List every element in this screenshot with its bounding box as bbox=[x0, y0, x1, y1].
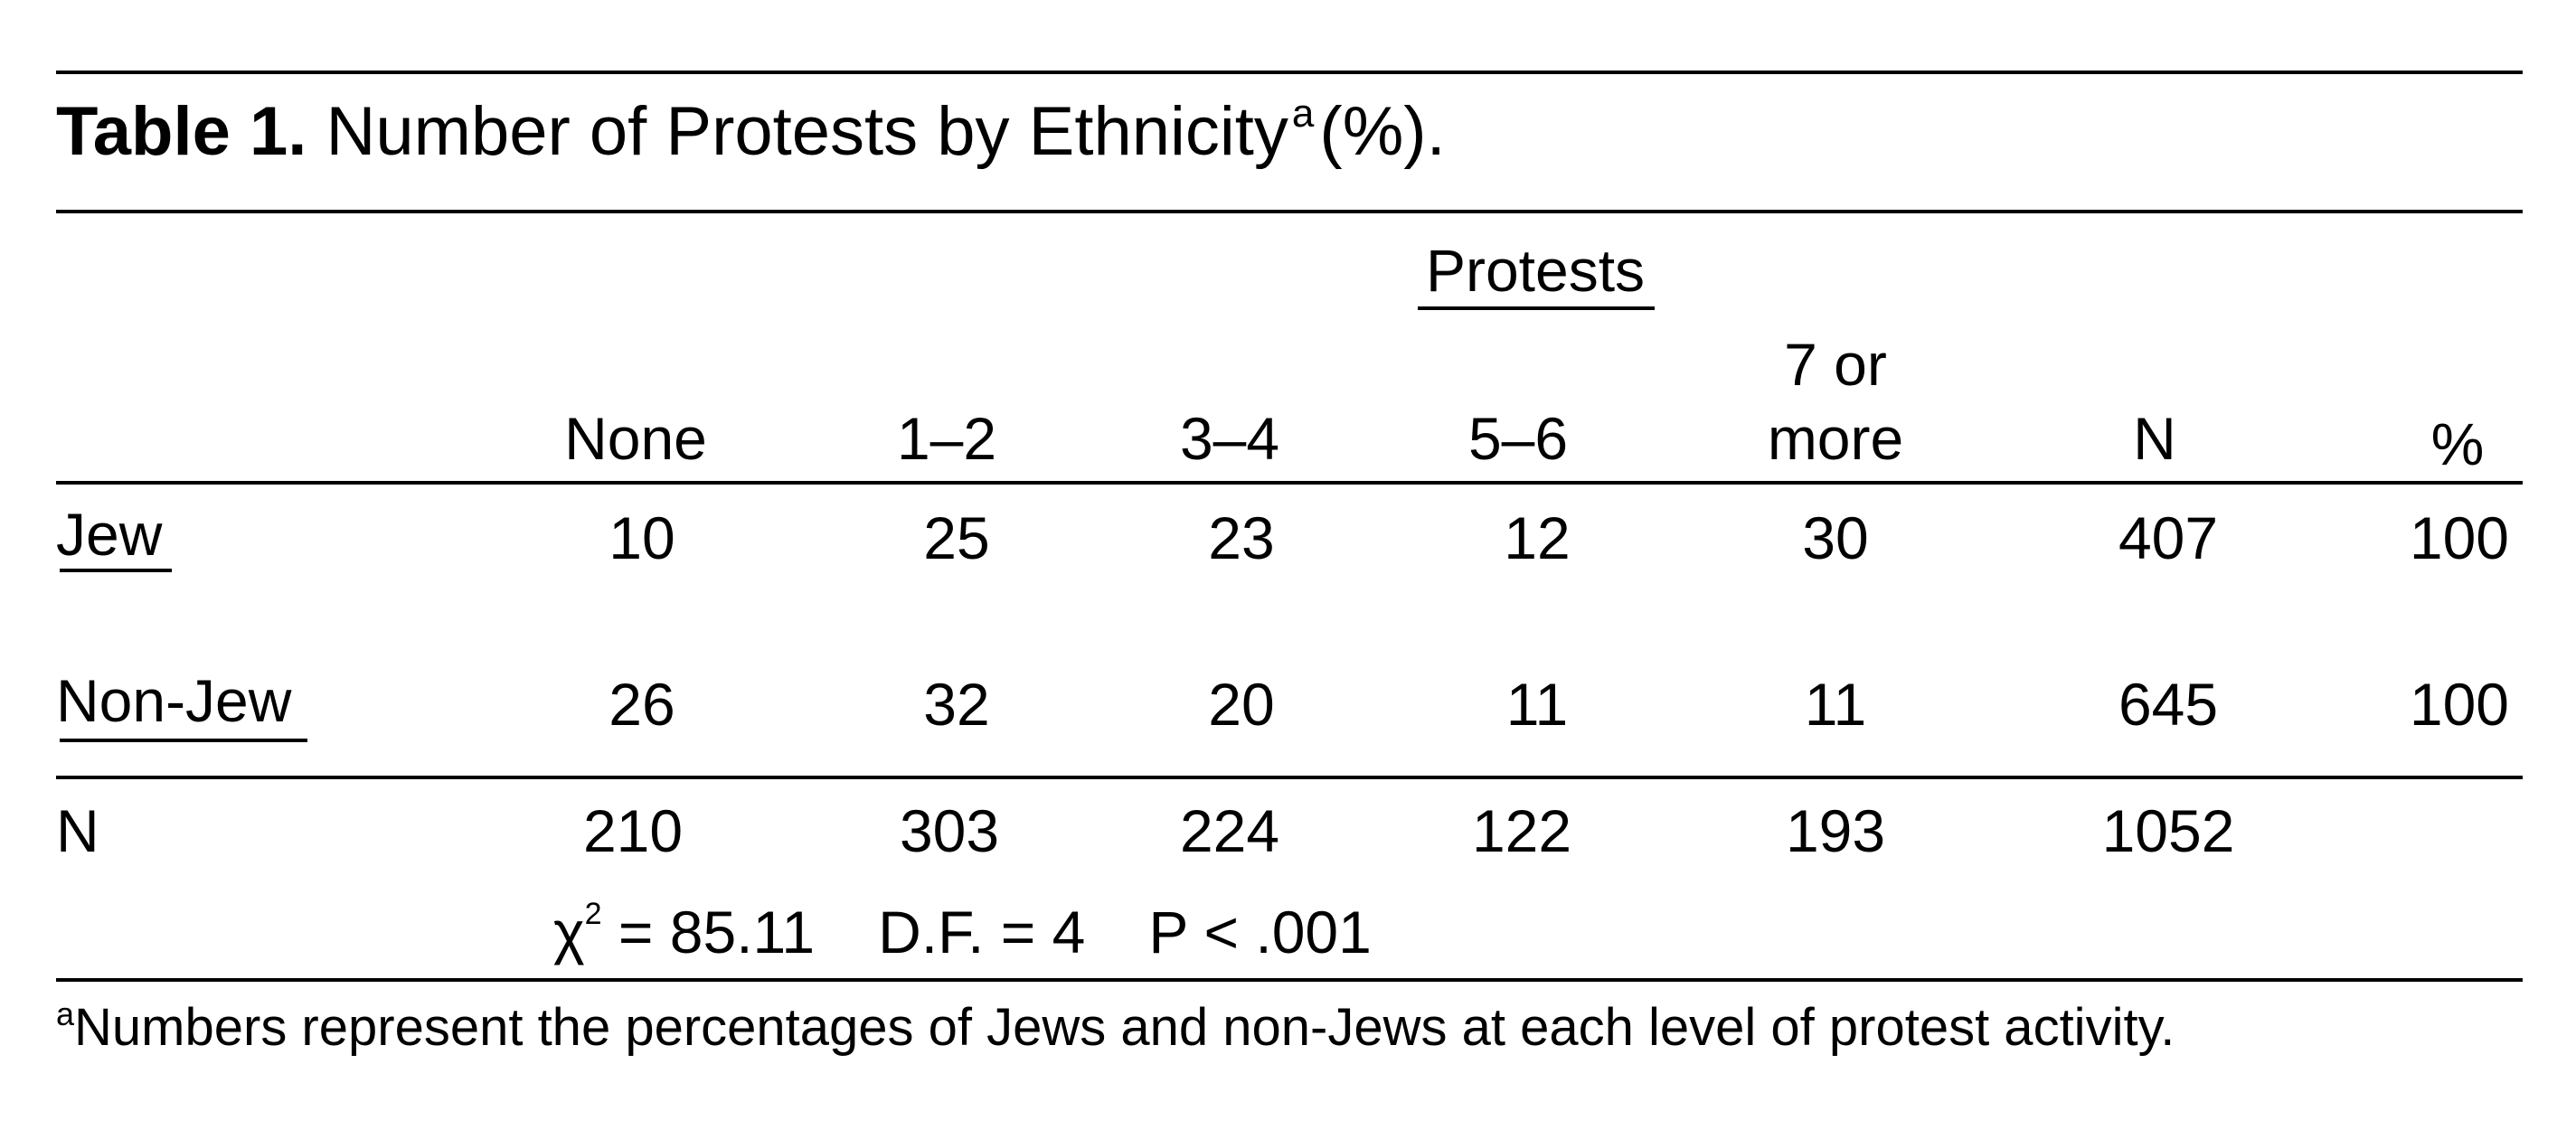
table-footnote: aNumbers represent the percentages of Je… bbox=[56, 998, 2175, 1054]
chi-value: = 85.11 bbox=[601, 899, 816, 965]
footnote-text: Numbers represent the percentages of Jew… bbox=[74, 998, 2175, 1057]
chi-square: χ2 = 85.11 bbox=[553, 899, 815, 965]
cell-jew-percent: 100 bbox=[2409, 504, 2509, 571]
chi-symbol: χ bbox=[553, 899, 585, 965]
total-n: 1052 bbox=[2101, 797, 2235, 864]
spanner-underline bbox=[1418, 306, 1655, 310]
total-1-2: 303 bbox=[899, 797, 1000, 864]
test-statistics: χ2 = 85.11 D.F. = 4 P < .001 bbox=[553, 899, 1435, 965]
bottom-rule bbox=[56, 978, 2523, 982]
cell-jew-1-2: 25 bbox=[923, 504, 990, 571]
table-title: Number of Protests by Ethnicity bbox=[326, 93, 1288, 170]
cell-nonjew-7-or-more: 11 bbox=[1804, 671, 1867, 738]
col-header-7-or-line1: 7 or bbox=[1784, 331, 1887, 398]
header-rule bbox=[56, 481, 2523, 485]
col-header-n: N bbox=[2133, 405, 2176, 472]
body-rule bbox=[56, 776, 2523, 779]
col-header-1-2: 1–2 bbox=[896, 405, 997, 472]
cell-jew-3-4: 23 bbox=[1208, 504, 1275, 571]
cell-nonjew-3-4: 20 bbox=[1208, 671, 1275, 738]
total-7-or-more: 193 bbox=[1785, 797, 1886, 864]
col-header-5-6: 5–6 bbox=[1467, 405, 1569, 472]
caption-rule bbox=[56, 210, 2523, 213]
cell-nonjew-1-2: 32 bbox=[923, 671, 990, 738]
cell-jew-n: 407 bbox=[2118, 504, 2219, 571]
cell-nonjew-percent: 100 bbox=[2409, 671, 2509, 738]
col-header-none: None bbox=[564, 405, 707, 472]
col-header-percent: % bbox=[2430, 410, 2485, 477]
row-label-non-jew: Non-Jew bbox=[56, 667, 292, 734]
total-none: 210 bbox=[582, 797, 684, 864]
table-caption: Table 1. Number of Protests by Ethnicity… bbox=[56, 94, 1446, 166]
title-suffix: (%). bbox=[1319, 93, 1446, 170]
cell-nonjew-5-6: 11 bbox=[1505, 671, 1569, 738]
cell-jew-7-or-more: 30 bbox=[1802, 504, 1869, 571]
cell-jew-none: 10 bbox=[609, 504, 675, 571]
col-header-7-or-line2: more bbox=[1767, 405, 1904, 472]
cell-jew-5-6: 12 bbox=[1504, 504, 1571, 571]
top-rule bbox=[56, 71, 2523, 74]
cell-nonjew-none: 26 bbox=[609, 671, 675, 738]
col-header-3-4: 3–4 bbox=[1179, 405, 1280, 472]
p-value: P < .001 bbox=[1148, 899, 1372, 965]
total-5-6: 122 bbox=[1471, 797, 1572, 864]
total-3-4: 224 bbox=[1179, 797, 1280, 864]
footnote-marker: a bbox=[56, 995, 75, 1032]
row-label-non-jew-underline bbox=[60, 739, 307, 742]
cell-nonjew-n: 645 bbox=[2118, 671, 2219, 738]
table-label: Table 1. bbox=[56, 93, 307, 170]
row-label-jew-underline bbox=[60, 569, 172, 572]
degrees-of-freedom: D.F. = 4 bbox=[878, 899, 1086, 965]
chi-exponent: 2 bbox=[584, 897, 602, 931]
spanner-header-protests: Protests bbox=[1425, 237, 1646, 304]
totals-label: N bbox=[56, 797, 99, 864]
row-label-jew: Jew bbox=[56, 501, 163, 568]
title-footnote-marker: a bbox=[1291, 91, 1315, 136]
